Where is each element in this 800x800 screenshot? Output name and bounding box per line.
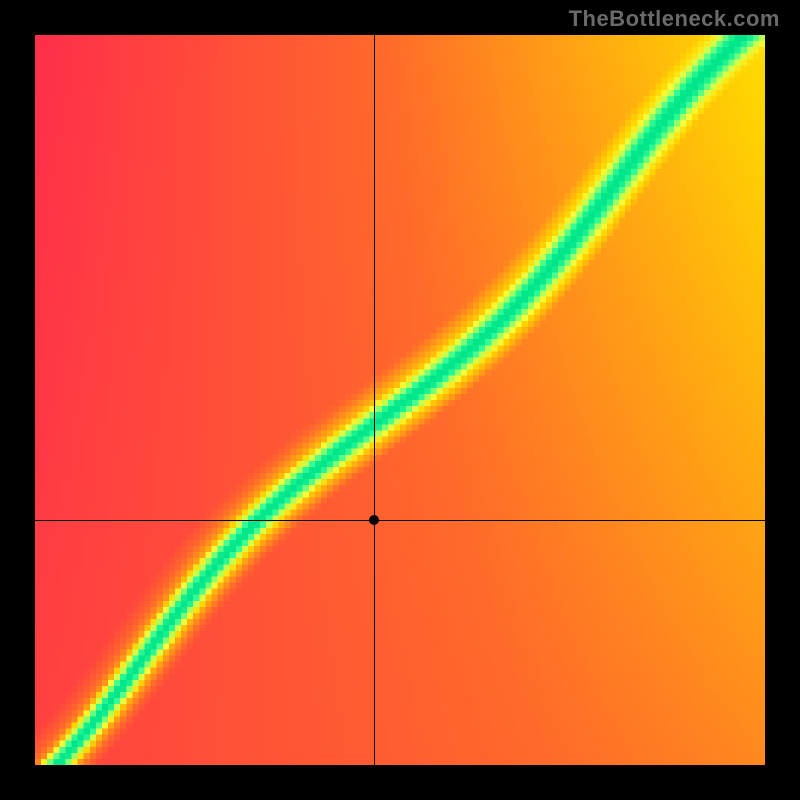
chart-container: TheBottleneck.com [0,0,800,800]
plot-area [35,35,765,765]
marker-dot [369,515,379,525]
watermark-text: TheBottleneck.com [569,6,780,32]
heatmap-canvas [35,35,765,765]
crosshair-horizontal [35,520,765,521]
crosshair-vertical [374,35,375,765]
